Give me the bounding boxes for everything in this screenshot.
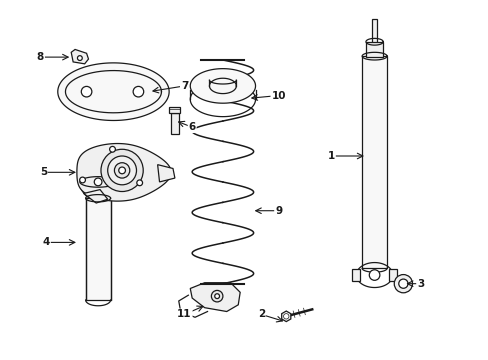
Bar bbox=[171, 113, 178, 134]
Text: 2: 2 bbox=[257, 309, 264, 319]
Circle shape bbox=[137, 180, 142, 186]
Polygon shape bbox=[190, 69, 255, 103]
Circle shape bbox=[81, 86, 92, 97]
Bar bbox=[352, 269, 360, 281]
Circle shape bbox=[283, 314, 288, 319]
Polygon shape bbox=[190, 283, 240, 311]
Circle shape bbox=[398, 279, 407, 288]
Circle shape bbox=[114, 163, 129, 178]
Text: 8: 8 bbox=[37, 52, 44, 62]
Text: 3: 3 bbox=[416, 279, 424, 289]
Bar bbox=[361, 56, 386, 268]
Polygon shape bbox=[77, 144, 171, 201]
Polygon shape bbox=[281, 311, 290, 321]
Polygon shape bbox=[71, 49, 88, 64]
Bar bbox=[169, 107, 180, 113]
Polygon shape bbox=[157, 165, 175, 182]
Text: 4: 4 bbox=[42, 237, 50, 247]
Bar bbox=[372, 19, 376, 44]
Text: 11: 11 bbox=[177, 309, 191, 319]
Text: 10: 10 bbox=[271, 90, 285, 100]
Text: 7: 7 bbox=[181, 81, 188, 91]
Bar bbox=[388, 269, 396, 281]
Bar bbox=[85, 198, 110, 300]
Circle shape bbox=[119, 167, 125, 174]
Bar bbox=[94, 184, 102, 199]
Circle shape bbox=[107, 156, 136, 185]
Circle shape bbox=[214, 294, 219, 298]
Circle shape bbox=[101, 149, 143, 192]
Circle shape bbox=[80, 177, 85, 183]
Circle shape bbox=[133, 86, 143, 97]
Circle shape bbox=[109, 147, 115, 152]
Text: 9: 9 bbox=[274, 206, 282, 216]
Text: 1: 1 bbox=[327, 151, 334, 161]
Polygon shape bbox=[83, 190, 107, 203]
Text: 6: 6 bbox=[188, 122, 195, 132]
Bar bbox=[365, 42, 383, 57]
Circle shape bbox=[94, 178, 102, 186]
Circle shape bbox=[393, 275, 412, 293]
Polygon shape bbox=[58, 63, 169, 121]
Circle shape bbox=[77, 56, 82, 60]
Circle shape bbox=[80, 164, 116, 200]
Circle shape bbox=[211, 291, 223, 302]
Text: 5: 5 bbox=[40, 167, 47, 177]
Circle shape bbox=[368, 270, 379, 280]
